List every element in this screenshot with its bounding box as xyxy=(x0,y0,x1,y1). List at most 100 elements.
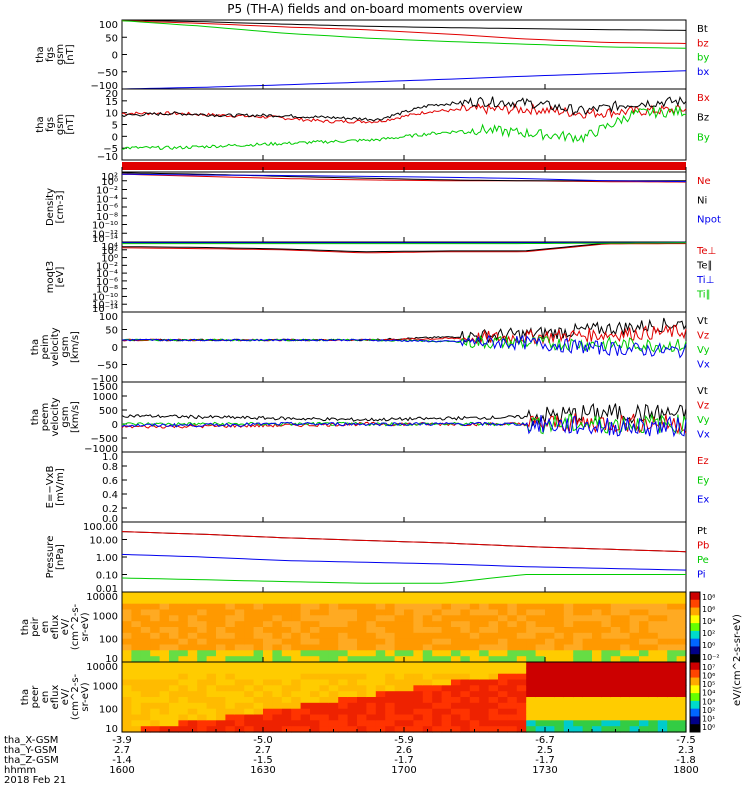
heatmap-cell xyxy=(131,597,142,605)
heatmap-cell xyxy=(648,638,659,646)
heatmap-cell xyxy=(375,627,386,634)
heatmap-cell xyxy=(488,679,499,686)
heatmap-cell xyxy=(187,708,198,716)
heatmap-cell xyxy=(563,673,574,681)
heatmap-cell xyxy=(300,679,311,686)
heatmap-cell xyxy=(488,632,499,640)
heatmap-cell xyxy=(131,603,142,611)
heatmap-cell xyxy=(488,650,499,657)
heatmap-cell xyxy=(422,644,433,651)
heatmap-cell xyxy=(187,603,198,611)
heatmap-cell xyxy=(563,720,574,727)
heatmap-cell xyxy=(319,603,330,611)
y-tick-label: 0 xyxy=(112,420,118,431)
heatmap-cell xyxy=(310,615,320,622)
heatmap-cell xyxy=(206,621,217,628)
heatmap-cell xyxy=(216,708,226,716)
series-line-Ne xyxy=(121,173,687,183)
heatmap-cell xyxy=(272,638,283,646)
heatmap-cell xyxy=(234,644,245,651)
heatmap-cell xyxy=(469,702,480,710)
heatmap-cell xyxy=(488,720,499,727)
y-tick-label: 10⁴ xyxy=(101,242,118,253)
heatmap-cell xyxy=(404,597,414,605)
heatmap-cell xyxy=(488,644,499,651)
heatmap-cell xyxy=(178,679,189,686)
heatmap-cell xyxy=(291,615,302,622)
heatmap-cell xyxy=(432,691,443,698)
heatmap-cell xyxy=(432,621,443,628)
heatmap-cell xyxy=(159,685,170,692)
heatmap-cell xyxy=(140,632,151,640)
heatmap-cell xyxy=(413,621,424,628)
heatmap-cell xyxy=(197,691,208,698)
heatmap-cell xyxy=(357,650,367,657)
heatmap-cell xyxy=(300,697,311,704)
heatmap-cell xyxy=(657,621,668,628)
heatmap-cell xyxy=(347,667,358,675)
heatmap-cell xyxy=(234,650,245,657)
x-row-label: tha_Z-GSM xyxy=(4,755,59,766)
heatmap-cell xyxy=(122,714,132,721)
heatmap-cell xyxy=(451,609,461,616)
heatmap-cell xyxy=(234,673,245,681)
heatmap-cell xyxy=(375,592,386,599)
heatmap-cell xyxy=(451,615,461,622)
heatmap-cell xyxy=(422,650,433,657)
heatmap-cell xyxy=(460,662,471,669)
heatmap-cell xyxy=(629,662,640,669)
heatmap-cell xyxy=(300,597,311,605)
colorbar-tick-label: 10⁶ xyxy=(702,672,715,681)
heatmap-cell xyxy=(347,650,358,657)
heatmap-cell xyxy=(122,597,132,605)
heatmap-cell xyxy=(469,667,480,675)
heatmap-cell xyxy=(131,714,142,721)
y-tick-label: 10² xyxy=(101,246,118,257)
heatmap-cell xyxy=(159,632,170,640)
heatmap-cell xyxy=(272,632,283,640)
heatmap-cell xyxy=(563,592,574,599)
heatmap-cell xyxy=(451,597,461,605)
heatmap-cell xyxy=(300,627,311,634)
heatmap-cell xyxy=(300,632,311,640)
heatmap-cell xyxy=(131,621,142,628)
heatmap-cell xyxy=(422,691,433,698)
heatmap-cell xyxy=(178,714,189,721)
heatmap-cell xyxy=(310,685,320,692)
heatmap-cell xyxy=(366,621,377,628)
heatmap-cell xyxy=(545,627,555,634)
heatmap-cell xyxy=(178,702,189,710)
heatmap-cell xyxy=(375,603,386,611)
heatmap-cell xyxy=(573,662,584,669)
colorbar-segment xyxy=(690,592,700,601)
heatmap-cell xyxy=(667,702,678,710)
heatmap-cell xyxy=(460,621,471,628)
heatmap-cell xyxy=(234,679,245,686)
heatmap-cell xyxy=(545,662,555,669)
heatmap-cell xyxy=(610,609,621,616)
heatmap-cell xyxy=(404,708,414,716)
heatmap-cell xyxy=(253,627,264,634)
heatmap-cell xyxy=(187,638,198,646)
heatmap-cell xyxy=(592,603,602,611)
y-tick-label: 100.00 xyxy=(83,522,118,533)
heatmap-cell xyxy=(657,697,668,704)
heatmap-cell xyxy=(385,638,396,646)
z-gsm-value: -1.8 xyxy=(676,755,696,766)
heatmap-cell xyxy=(234,697,245,704)
heatmap-cell xyxy=(328,720,339,727)
heatmap-cell xyxy=(404,627,414,634)
heatmap-cell xyxy=(140,627,151,634)
heatmap-cell xyxy=(507,714,518,721)
heatmap-cell xyxy=(291,650,302,657)
heatmap-cell xyxy=(131,691,142,698)
heatmap-cell xyxy=(357,621,367,628)
heatmap-cell xyxy=(610,714,621,721)
heatmap-cell xyxy=(375,644,386,651)
heatmap-cell xyxy=(225,685,236,692)
heatmap-cell xyxy=(272,597,283,605)
heatmap-cell xyxy=(234,603,245,611)
heatmap-cell xyxy=(479,609,490,616)
y-axis-label: tha xyxy=(30,339,41,355)
heatmap-cell xyxy=(150,702,161,710)
